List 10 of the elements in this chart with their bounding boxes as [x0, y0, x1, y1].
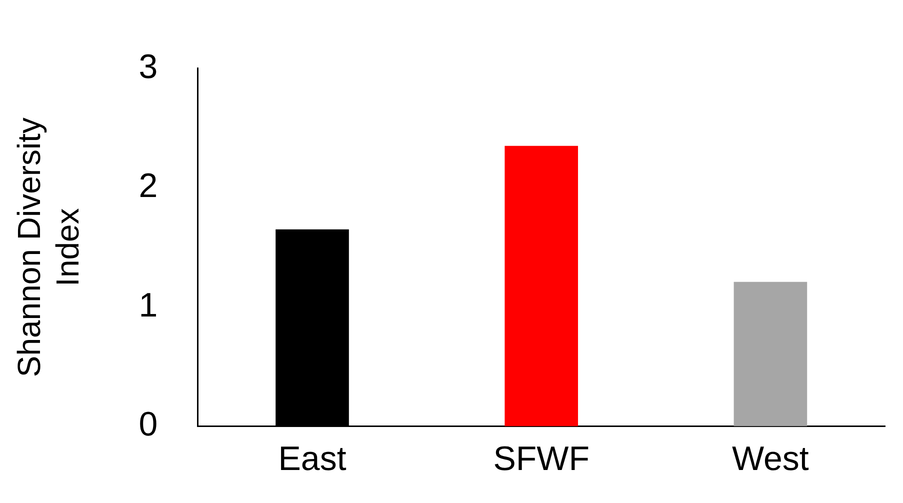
x-tick-label: SFWF [493, 440, 590, 478]
y-tick-label: 3 [138, 48, 158, 86]
y-tick-label: 0 [138, 406, 158, 444]
y-axis-title: Shannon Diversity Index [11, 117, 86, 378]
y-tick-label: 1 [138, 286, 158, 324]
x-tick-label: West [732, 440, 810, 478]
bar [504, 146, 578, 426]
y-tick-label: 2 [138, 167, 158, 206]
bar [734, 282, 808, 426]
x-tick-label: East [278, 440, 347, 478]
